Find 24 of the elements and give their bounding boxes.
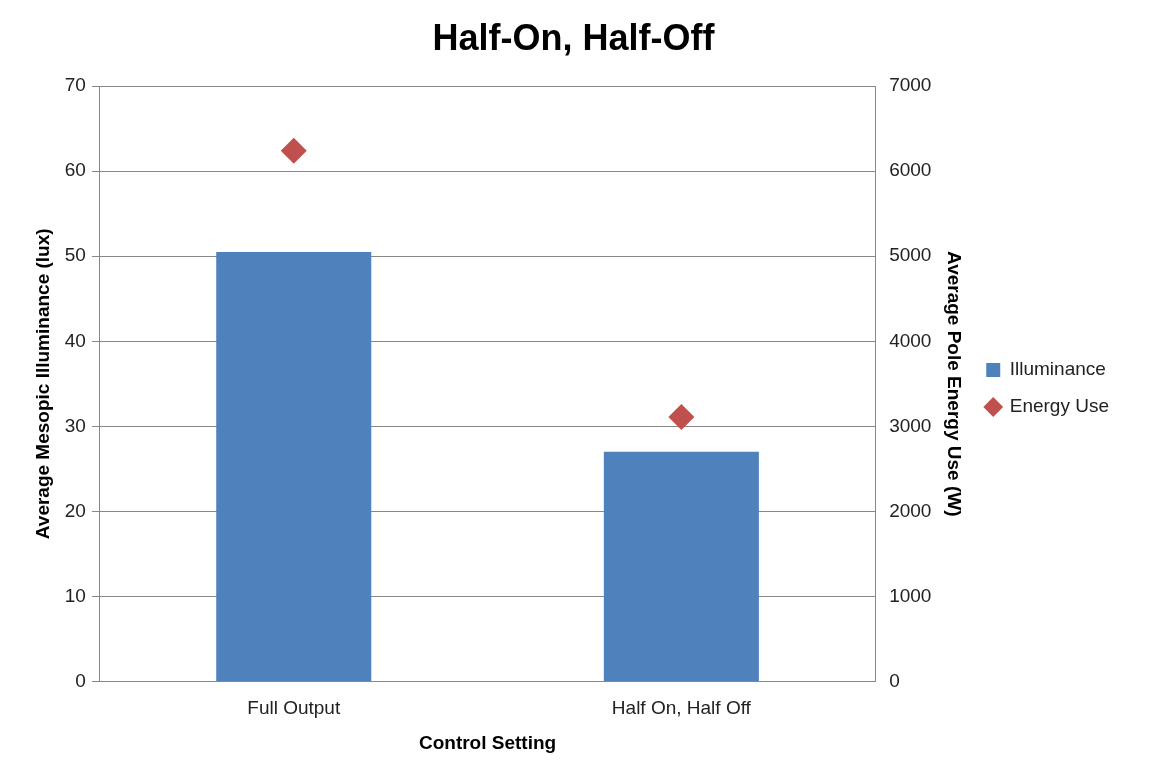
y2-tick-label: 1000 (889, 584, 932, 606)
y2-tick-label: 3000 (889, 414, 932, 436)
legend-label: Illuminance (1009, 358, 1106, 380)
chart-title: Half-On, Half-Off (432, 16, 716, 58)
y-tick-label: 30 (64, 414, 86, 436)
y-tick-label: 50 (64, 244, 86, 266)
x-tick-label: Full Output (247, 697, 341, 719)
y2-axis-title: Average Pole Energy Use (W) (943, 251, 965, 517)
y2-tick-label: 5000 (889, 244, 932, 266)
y-tick-label: 0 (75, 669, 86, 691)
y-axis-title: Average Mesopic Illuminance (lux) (31, 228, 53, 540)
x-tick-label: Half On, Half Off (611, 697, 752, 719)
y-tick-label: 70 (64, 74, 86, 96)
y-tick-label: 20 (64, 499, 86, 521)
y-tick-label: 40 (64, 329, 86, 351)
y2-tick-label: 4000 (889, 329, 932, 351)
y2-tick-label: 0 (889, 669, 900, 691)
x-axis-title: Control Setting (418, 731, 557, 753)
y2-tick-label: 2000 (889, 499, 932, 521)
y-tick-label: 10 (64, 584, 86, 606)
y-tick-label: 60 (64, 159, 86, 181)
y2-tick-label: 7000 (889, 74, 932, 96)
y2-tick-label: 6000 (889, 159, 932, 181)
legend-label: Energy Use (1009, 395, 1110, 417)
